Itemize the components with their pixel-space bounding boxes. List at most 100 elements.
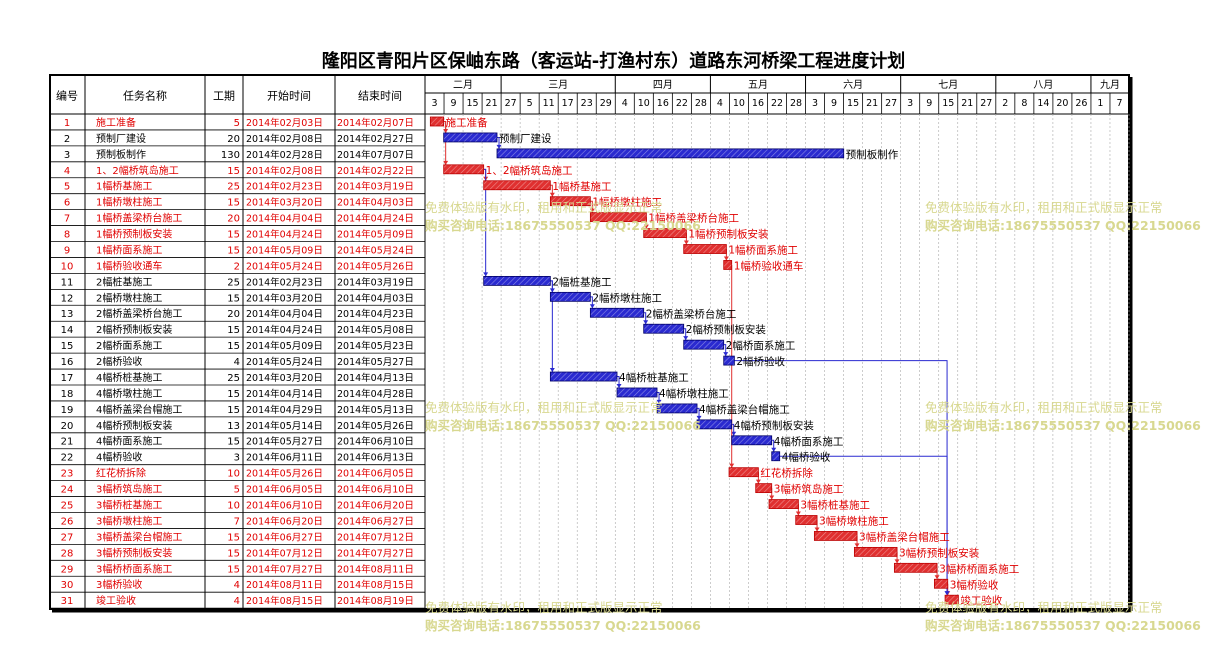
day-tick-label: 3 (812, 98, 818, 109)
task-name: 1幅桥验收通车 (96, 259, 162, 272)
link-arrow (616, 383, 622, 388)
gantt-bar (795, 515, 818, 525)
gantt-bar (549, 196, 591, 207)
task-start: 2014年03月20日 (246, 372, 323, 384)
watermark-line1: 免费体验版有水印，租用和正式版显示正常 (425, 400, 663, 415)
gantt-bar (944, 594, 959, 605)
task-id: 13 (61, 309, 74, 320)
day-tick-label: 22 (676, 98, 688, 109)
task-start: 2014年08月11日 (246, 579, 323, 591)
task-start: 2014年05月14日 (246, 420, 323, 432)
gantt-bar (443, 164, 485, 175)
task-id: 9 (64, 245, 70, 256)
link-arrow (643, 320, 649, 325)
task-duration: 20 (227, 214, 240, 225)
gantt-bar-label: 2幅桥盖梁桥台施工 (646, 307, 737, 320)
task-end: 2014年07月27日 (337, 547, 414, 559)
gantt-bar-label: 2幅桥面系施工 (726, 339, 796, 352)
day-tick-label: 5 (527, 98, 533, 109)
day-tick-label: 21 (866, 98, 878, 109)
task-start: 2014年03月20日 (246, 197, 323, 209)
gantt-bar (683, 244, 727, 254)
task-duration: 15 (227, 293, 240, 304)
link-arrow (795, 511, 801, 516)
task-end: 2014年05月13日 (337, 404, 414, 416)
day-tick-label: 16 (657, 98, 669, 109)
task-start: 2014年05月24日 (246, 356, 323, 368)
column-header-start: 开始时间 (267, 89, 311, 103)
gantt-bar (723, 355, 735, 366)
gantt-bar-label: 1幅桥面系施工 (728, 244, 798, 257)
task-name: 红花桥拆除 (96, 467, 146, 480)
task-end: 2014年04月03日 (337, 292, 414, 304)
task-duration: 15 (227, 548, 240, 559)
task-start: 2014年06月20日 (246, 515, 323, 527)
gantt-bar-label: 施工准备 (446, 116, 488, 129)
gantt-bar-label: 4幅桥验收 (782, 451, 831, 464)
link-arrow (696, 415, 702, 420)
task-name: 4幅桥验收 (96, 451, 142, 464)
gantt-bar (443, 132, 498, 143)
day-tick-label: 8 (1021, 98, 1027, 109)
column-header-end: 结束时间 (358, 90, 402, 103)
task-end: 2014年08月19日 (337, 595, 414, 607)
task-duration: 15 (227, 341, 240, 352)
task-duration: 15 (227, 166, 240, 177)
day-tick-label: 1 (1097, 98, 1103, 109)
task-duration: 130 (221, 150, 240, 161)
dependency-link (550, 280, 553, 373)
task-id: 29 (61, 564, 74, 575)
gantt-bar (643, 228, 687, 238)
task-name: 竣工验收 (96, 594, 136, 607)
task-end: 2014年05月23日 (337, 340, 414, 352)
task-name: 2幅桥盖梁桥台施工 (96, 307, 182, 320)
day-tick-label: 15 (942, 98, 954, 109)
task-id: 27 (61, 532, 74, 543)
gantt-bar-label: 4幅桥预制板安装 (734, 419, 815, 432)
gantt-bar-label: 1、2幅桥筑岛施工 (486, 164, 573, 177)
table-grid (49, 74, 1133, 613)
task-duration: 15 (227, 198, 240, 209)
link-arrow (683, 240, 689, 245)
task-duration: 10 (227, 469, 240, 480)
day-tick-label: 4 (717, 98, 723, 109)
task-start: 2014年02月23日 (246, 276, 323, 288)
day-tick-label: 27 (885, 98, 897, 109)
task-id: 12 (61, 293, 74, 304)
month-label: 五月 (748, 79, 768, 91)
day-tick-label: 4 (622, 98, 628, 109)
gantt-bar-label: 3幅桥墩柱施工 (819, 515, 889, 528)
task-start: 2014年06月05日 (246, 484, 323, 496)
link-arrow (549, 368, 555, 373)
task-name: 4幅桥盖梁台帽施工 (96, 403, 182, 416)
day-tick-label: 21 (486, 98, 498, 109)
link-arrow (549, 192, 555, 197)
task-end: 2014年04月03日 (337, 197, 414, 209)
task-start: 2014年04月04日 (246, 213, 323, 225)
task-end: 2014年05月24日 (337, 244, 414, 256)
gantt-bar (768, 499, 799, 509)
link-arrow (496, 144, 502, 149)
watermark-line2: 购买咨询电话:18675550537 QQ:22150066 (425, 418, 701, 433)
day-tick-label: 14 (1037, 98, 1049, 109)
task-id: 26 (61, 516, 74, 527)
gantt-bar-label: 1幅桥基施工 (552, 180, 611, 193)
task-id: 17 (61, 373, 74, 384)
gantt-bar (429, 116, 445, 127)
day-tick-label: 11 (543, 98, 555, 109)
day-tick-label: 20 (1056, 98, 1068, 109)
day-tick-label: 26 (1075, 98, 1087, 109)
month-label: 九月 (1100, 79, 1120, 91)
task-end: 2014年05月27日 (337, 356, 414, 368)
day-tick-label: 27 (980, 98, 992, 109)
task-end: 2014年06月10日 (337, 484, 414, 496)
day-tick-label: 29 (600, 98, 612, 109)
gantt-bar-label: 3幅桥桥面系施工 (939, 562, 1019, 575)
task-name: 1幅桥基施工 (96, 180, 152, 193)
dependency-link (443, 121, 447, 165)
task-duration: 4 (234, 596, 240, 607)
task-end: 2014年05月08日 (337, 324, 414, 336)
task-start: 2014年05月24日 (246, 260, 323, 272)
